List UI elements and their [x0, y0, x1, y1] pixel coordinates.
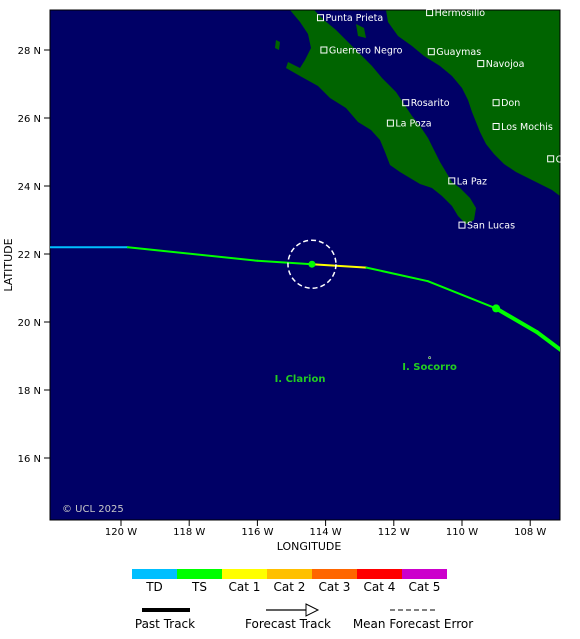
forecast-track-label: Forecast Track: [245, 617, 331, 631]
city-label: Guaymas: [436, 47, 481, 58]
forecast-arrow-icon: [305, 603, 320, 617]
island-tiburon: [388, 12, 398, 24]
x-axis-title: LONGITUDE: [277, 540, 342, 553]
city-square-icon: [386, 119, 394, 127]
city-square-icon: [492, 123, 500, 130]
x-tick-label: 118 W: [173, 527, 205, 538]
city-label: Punta Prieta: [325, 13, 383, 24]
city-marker: La Poza: [386, 119, 432, 130]
city-square-icon: [427, 48, 435, 56]
y-tick-label: 16 N: [18, 454, 41, 465]
city-square-icon: [320, 46, 328, 54]
axis-ticks: 120 W 118 W 116 W 114 W 112 W 110 W 108 W 28 N 2…: [18, 46, 547, 538]
track-segment: [426, 280, 498, 310]
city-marker: Hermosillo: [426, 8, 486, 19]
scale-label: Cat 2: [274, 580, 306, 594]
baja-california-land: [286, 10, 476, 224]
city-marker: Rosarito: [402, 98, 450, 109]
track-layer: [50, 239, 560, 352]
city-square-icon: [448, 177, 456, 185]
scale-label: Cat 4: [364, 580, 396, 594]
city-square-icon: [402, 99, 410, 107]
city-square-icon: [477, 60, 485, 68]
y-tick-label: 28 N: [18, 46, 41, 57]
x-tick-label: 110 W: [446, 527, 478, 538]
mean-error-label: Mean Forecast Error: [353, 617, 473, 631]
city-square-icon: [458, 221, 466, 229]
city-label: Los Mochis: [501, 122, 553, 133]
socorro-islet: [428, 356, 432, 360]
x-tick-label: 108 W: [514, 527, 546, 538]
track-segment: [126, 246, 259, 262]
island-angel-de-la-guarda: [356, 24, 366, 38]
city-label: Hermosillo: [435, 8, 486, 19]
y-tick-label: 24 N: [18, 182, 41, 193]
city-label: Culiacan: [556, 154, 580, 165]
city-marker: San Lucas: [458, 221, 515, 232]
y-axis-title: LATITUDE: [2, 238, 15, 291]
city-marker: La Paz: [448, 176, 487, 187]
past-track-label: Past Track: [135, 617, 195, 631]
mean-error-circle: [287, 239, 337, 289]
current-position-marker: [308, 260, 316, 268]
city-square-icon: [492, 99, 500, 107]
copyright-label: © UCL 2025: [62, 504, 124, 515]
city-label: La Poza: [395, 119, 431, 130]
land-layer: [275, 10, 560, 224]
y-tick-label: 26 N: [18, 114, 41, 125]
city-label: Rosarito: [411, 98, 450, 109]
scale-label: TD: [145, 580, 163, 594]
track-segment: [365, 266, 429, 283]
x-tick-label: 120 W: [105, 527, 137, 538]
y-tick-label: 20 N: [18, 318, 41, 329]
scale-label: Cat 5: [409, 580, 441, 594]
city-label: La Paz: [457, 176, 487, 187]
scale-swatch: [222, 569, 267, 579]
city-label: Guerrero Negro: [329, 46, 403, 57]
scale-label: TS: [191, 580, 207, 594]
scale-swatch: [357, 569, 402, 579]
city-marker: Navojoa: [477, 59, 525, 70]
scale-label: Cat 1: [229, 580, 261, 594]
island-label: I. Socorro: [402, 362, 457, 373]
island-label-layer: I. Clarion I. Socorro: [275, 356, 457, 385]
scale-swatch: [177, 569, 222, 579]
city-layer: Punta Prieta Hermosillo Guerrero Negro Guay…: [316, 8, 580, 232]
track-segment: [256, 259, 313, 266]
city-label: Navojoa: [486, 59, 525, 70]
city-square-icon: [547, 155, 555, 163]
city-label: Don: [501, 98, 520, 109]
track-segment: [494, 306, 540, 335]
scale-label: Cat 3: [319, 580, 351, 594]
scale-swatch: [267, 569, 312, 579]
y-tick-label: 22 N: [18, 250, 41, 261]
city-marker: Guaymas: [427, 47, 481, 58]
city-marker: Guerrero Negro: [320, 46, 403, 57]
x-tick-label: 112 W: [378, 527, 410, 538]
island-cedros: [275, 40, 280, 50]
track-segment: [310, 263, 368, 269]
mainland-mexico-land: [386, 10, 560, 196]
scale-swatch: [312, 569, 357, 579]
scale-swatch: [402, 569, 447, 579]
x-tick-label: 116 W: [241, 527, 273, 538]
track-position-marker: [492, 304, 501, 313]
city-marker: Don: [492, 98, 520, 109]
island-label: I. Clarion: [275, 374, 326, 385]
x-tick-label: 114 W: [310, 527, 342, 538]
plot-frame: [49, 9, 561, 521]
track-segment: [535, 330, 560, 352]
city-marker: Culiacan: [547, 154, 580, 165]
city-square-icon: [316, 14, 324, 22]
city-square-icon: [426, 9, 434, 17]
legend: TD TS Cat 1 Cat 2 Cat 3 Cat 4 Cat 5 Past Track…: [132, 569, 473, 631]
y-tick-label: 18 N: [18, 386, 41, 397]
scale-swatch: [132, 569, 177, 579]
city-marker: Punta Prieta: [316, 13, 383, 24]
intensity-scale: TD TS Cat 1 Cat 2 Cat 3 Cat 4 Cat 5: [132, 569, 447, 594]
city-marker: Los Mochis: [492, 122, 553, 133]
city-label: San Lucas: [467, 221, 515, 232]
